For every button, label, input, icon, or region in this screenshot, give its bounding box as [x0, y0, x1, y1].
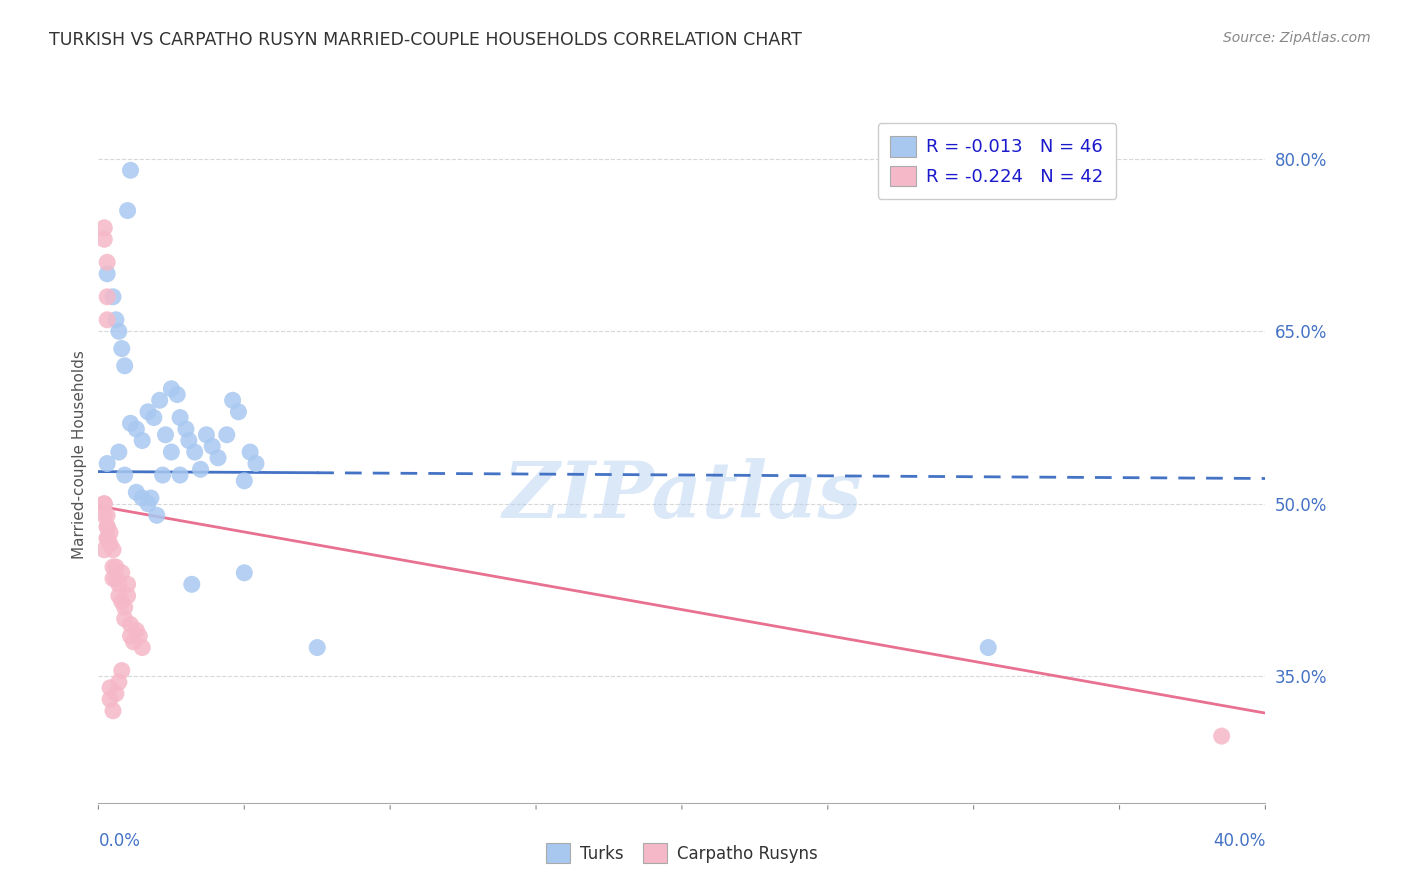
- Point: [131, 640, 153, 655]
- Point: [104, 313, 127, 327]
- Point: [101, 290, 124, 304]
- Point: [195, 427, 218, 442]
- Text: TURKISH VS CARPATHO RUSYN MARRIED-COUPLE HOUSEHOLDS CORRELATION CHART: TURKISH VS CARPATHO RUSYN MARRIED-COUPLE…: [49, 31, 801, 49]
- Point: [96, 508, 118, 523]
- Point: [108, 675, 131, 690]
- Point: [149, 393, 172, 408]
- Point: [307, 640, 329, 655]
- Point: [108, 589, 131, 603]
- Point: [108, 445, 131, 459]
- Point: [152, 468, 174, 483]
- Point: [146, 508, 169, 523]
- Point: [114, 612, 136, 626]
- Point: [98, 681, 121, 695]
- Point: [108, 324, 131, 338]
- Point: [131, 491, 153, 505]
- Point: [96, 457, 118, 471]
- Point: [104, 572, 127, 586]
- Point: [233, 474, 256, 488]
- Point: [136, 405, 159, 419]
- Point: [96, 290, 118, 304]
- Point: [111, 566, 134, 580]
- Point: [93, 497, 115, 511]
- Point: [93, 497, 115, 511]
- Point: [239, 445, 262, 459]
- Point: [114, 600, 136, 615]
- Point: [122, 635, 145, 649]
- Point: [131, 434, 153, 448]
- Point: [177, 434, 200, 448]
- Text: 0.0%: 0.0%: [98, 831, 141, 849]
- Point: [96, 531, 118, 545]
- Point: [120, 417, 142, 431]
- Point: [160, 382, 183, 396]
- Point: [207, 450, 229, 465]
- Y-axis label: Married-couple Households: Married-couple Households: [72, 351, 87, 559]
- Point: [120, 629, 142, 643]
- Text: Source: ZipAtlas.com: Source: ZipAtlas.com: [1223, 31, 1371, 45]
- Point: [96, 313, 118, 327]
- Point: [174, 422, 197, 436]
- Point: [101, 572, 124, 586]
- Text: 40.0%: 40.0%: [1213, 831, 1265, 849]
- Point: [215, 427, 238, 442]
- Point: [96, 520, 118, 534]
- Point: [93, 508, 115, 523]
- Point: [101, 704, 124, 718]
- Point: [180, 577, 202, 591]
- Point: [169, 468, 191, 483]
- Point: [139, 491, 162, 505]
- Point: [221, 393, 243, 408]
- Point: [111, 342, 134, 356]
- Point: [142, 410, 165, 425]
- Point: [169, 410, 191, 425]
- Point: [98, 525, 121, 540]
- Point: [101, 560, 124, 574]
- Point: [96, 267, 118, 281]
- Point: [136, 497, 159, 511]
- Point: [93, 232, 115, 246]
- Point: [98, 692, 121, 706]
- Point: [233, 566, 256, 580]
- Point: [111, 594, 134, 608]
- Point: [160, 445, 183, 459]
- Point: [98, 537, 121, 551]
- Point: [1211, 729, 1233, 743]
- Point: [96, 255, 118, 269]
- Point: [201, 439, 224, 453]
- Point: [93, 220, 115, 235]
- Point: [117, 203, 139, 218]
- Point: [228, 405, 250, 419]
- Point: [977, 640, 1000, 655]
- Point: [104, 560, 127, 574]
- Point: [101, 542, 124, 557]
- Point: [117, 577, 139, 591]
- Point: [183, 445, 205, 459]
- Point: [117, 589, 139, 603]
- Point: [96, 531, 118, 545]
- Point: [93, 542, 115, 557]
- Point: [114, 468, 136, 483]
- Text: ZIPatlas: ZIPatlas: [502, 458, 862, 535]
- Point: [96, 520, 118, 534]
- Point: [125, 624, 148, 638]
- Point: [104, 687, 127, 701]
- Point: [125, 422, 148, 436]
- Point: [166, 387, 188, 401]
- Point: [114, 359, 136, 373]
- Point: [120, 163, 142, 178]
- Point: [125, 485, 148, 500]
- Point: [120, 617, 142, 632]
- Point: [190, 462, 212, 476]
- Point: [245, 457, 267, 471]
- Point: [108, 577, 131, 591]
- Legend: Turks, Carpatho Rusyns: Turks, Carpatho Rusyns: [538, 835, 825, 871]
- Point: [128, 629, 150, 643]
- Point: [111, 664, 134, 678]
- Point: [155, 427, 177, 442]
